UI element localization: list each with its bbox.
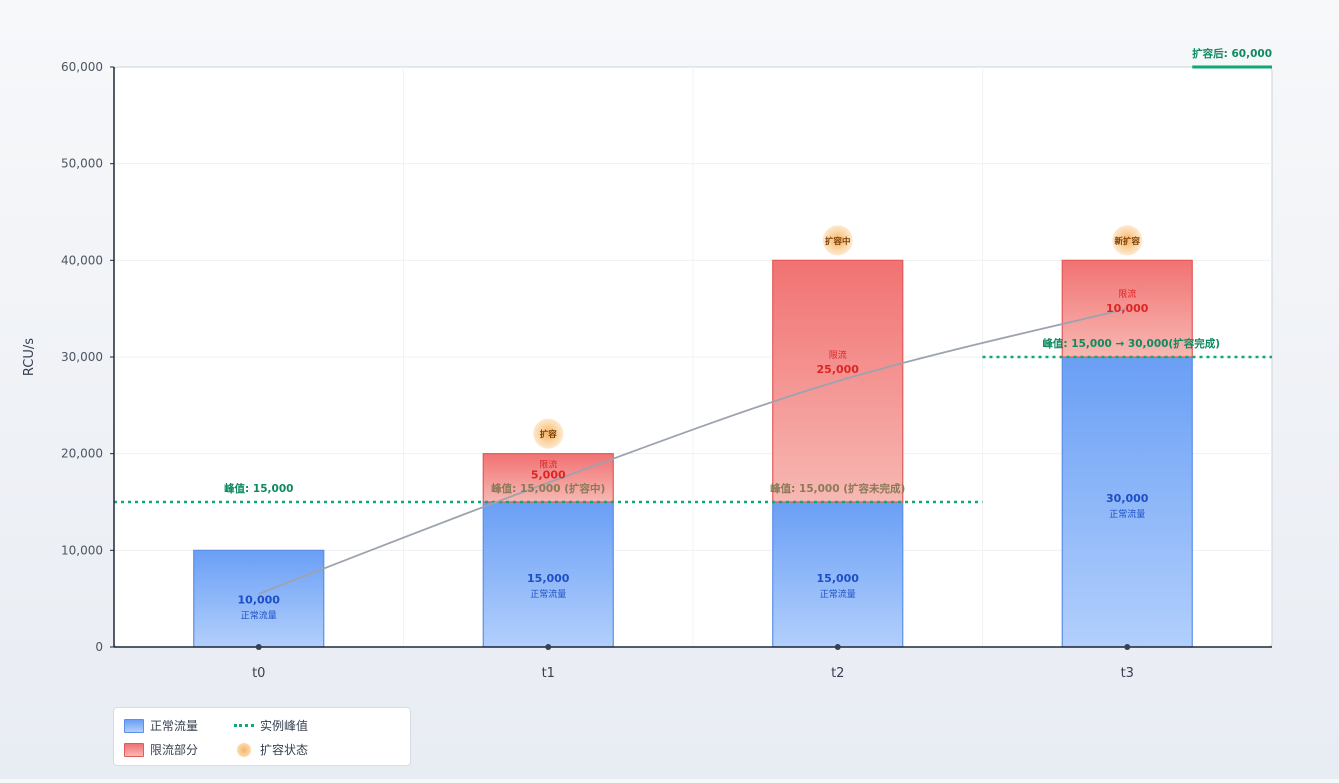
bar-limit-t1 [482,453,614,503]
normal-sub-label: 正常流量 [530,588,566,600]
limit-value-label: 5,000 [531,469,566,482]
y-tick-label: 20,000 [61,447,103,461]
limit-sub-label: 限流 [1118,288,1136,300]
scaling-badge-label: 扩容中 [825,236,851,247]
peak-annotation: 扩容后: 60,000 [1192,47,1272,60]
y-tick-label: 40,000 [61,253,103,267]
x-tick-label: t0 [252,666,265,681]
peak-annotation: 峰值: 15,000 → 30,000(扩容完成) [1042,337,1220,350]
y-tick-label: 50,000 [61,157,103,171]
peak-lines [114,65,1272,504]
axes: 0 10,000 20,000 30,000 40,000 50,000 60,000 t0 t… [61,60,1272,681]
bar-normal-t1 [482,501,614,648]
x-tick-dot [1124,644,1131,650]
normal-value-label: 30,000 [1106,492,1149,505]
legend-swatch-normal [124,718,144,733]
limit-sub-label: 限流 [829,349,847,361]
normal-value-label: 15,000 [527,572,570,585]
peak-annotation: 峰值: 15,000 (扩容未完成) [770,482,905,495]
normal-value-label: 10,000 [238,594,281,607]
trend-line-group [258,307,1128,595]
y-tick-label: 10,000 [61,543,103,557]
y-axis-label: RCU/s [22,338,37,376]
bar-group [193,259,1193,648]
bar-normal-t3 [1061,356,1193,648]
scaling-badge-label: 扩容 [540,429,558,440]
legend-item-normal: 正常流量 [124,717,198,734]
legend-swatch-scale-icon [237,742,251,757]
x-tick-dot [834,644,841,650]
bar-normal-t0 [193,549,325,648]
normal-sub-label: 正常流量 [820,588,856,600]
normal-sub-label: 正常流量 [241,610,277,622]
x-tick-label: t2 [831,666,844,681]
scaling-badge-icon [533,418,564,449]
y-tick-label: 60,000 [61,60,103,74]
x-tick-dot [255,644,262,650]
y-tick-label: 30,000 [61,350,103,364]
normal-sub-label: 正常流量 [1109,508,1145,520]
legend-label-scale: 扩容状态 [260,743,309,757]
legend-swatch-limit [124,742,144,757]
peak-annotation: 峰值: 15,000 (扩容中) [491,482,605,495]
legend-item-peak: 实例峰值 [234,717,308,734]
x-tick-label: t1 [542,666,555,681]
bar-normal-t2 [772,501,904,648]
limit-sub-label: 限流 [539,459,557,471]
legend-label-peak: 实例峰值 [260,719,309,733]
limit-value-label: 25,000 [817,363,860,376]
peak-annotation: 峰值: 15,000 [224,482,293,495]
legend-swatch-peak [234,724,254,727]
limit-value-label: 10,000 [1106,302,1149,315]
scaling-badge-label: 新扩容 [1114,236,1140,247]
x-tick-label: t3 [1121,666,1134,681]
scaling-badge-icon [822,225,853,256]
legend-label-normal: 正常流量 [150,719,199,733]
normal-value-label: 15,000 [817,572,860,585]
chart-legend: 正常流量 实例峰值 限流部分 扩容状态 [113,707,411,766]
scaling-badge-icon [1112,225,1143,256]
x-tick-dot [545,644,552,650]
data-labels: 10,000正常流量15,000正常流量限流5,00015,000正常流量限流2… [224,47,1272,622]
scaling-badges: 扩容 扩容中 新扩容 [533,225,1143,449]
legend-label-limit: 限流部分 [150,743,199,757]
legend-item-scale: 扩容状态 [234,741,308,758]
y-tick-label: 0 [95,640,103,654]
trend-line [258,307,1128,595]
legend-item-limit: 限流部分 [124,741,198,758]
